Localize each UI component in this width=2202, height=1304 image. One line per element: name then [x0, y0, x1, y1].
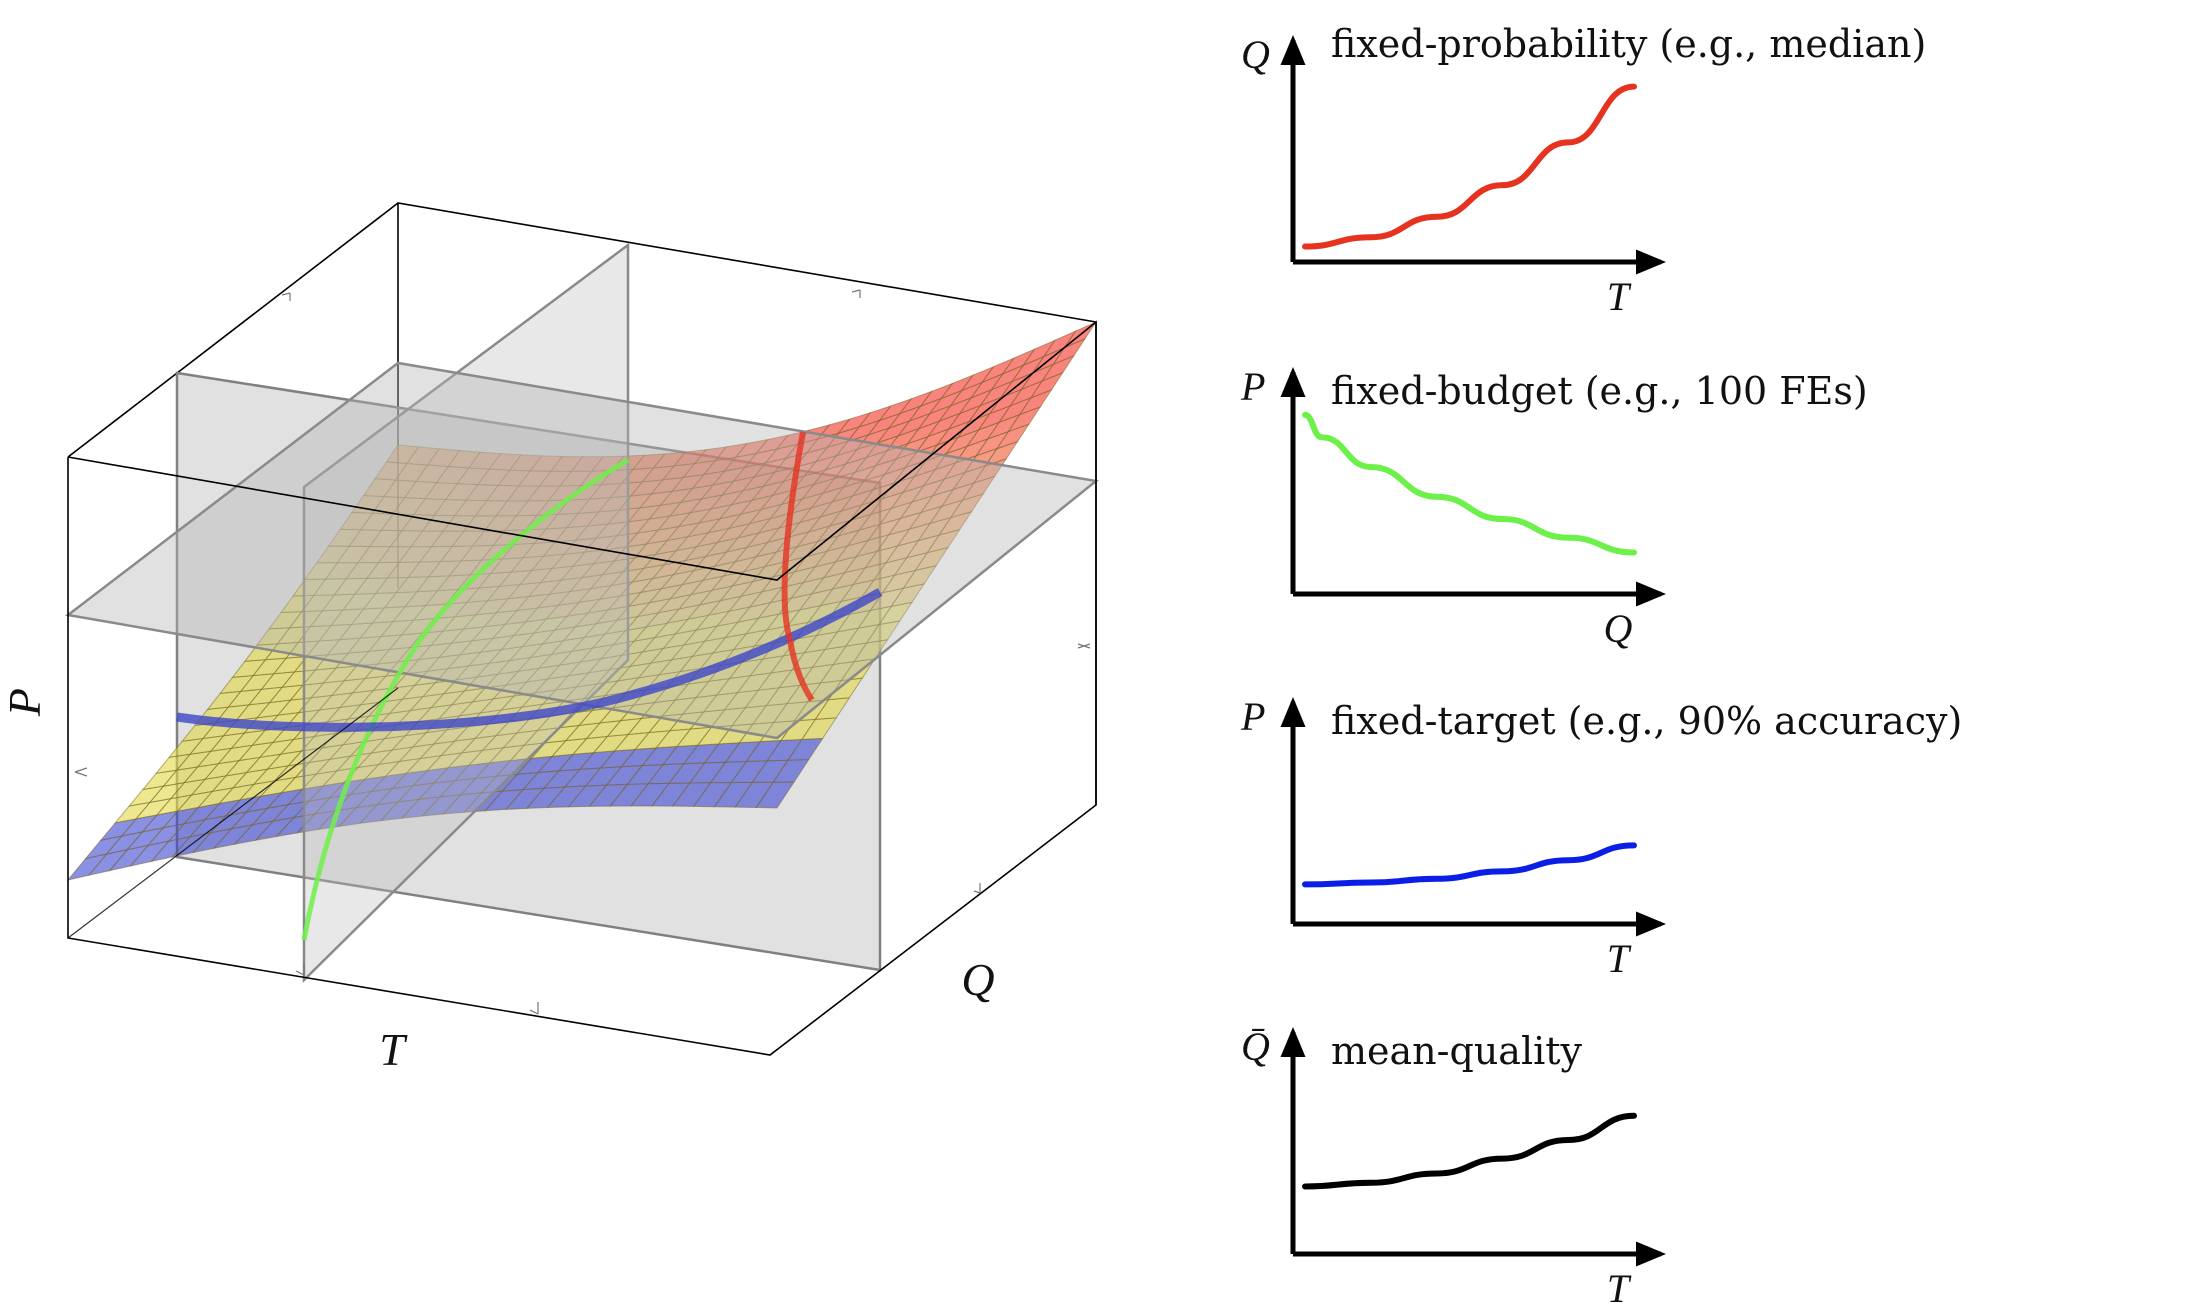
- y-axis-label: P: [1240, 364, 1265, 409]
- x-axis-label: T: [1607, 936, 1632, 981]
- axis-label-p: P: [0, 688, 50, 717]
- y-axis-label: P: [1240, 694, 1265, 739]
- axis-label-t: T: [379, 1024, 408, 1075]
- series-line: [1302, 411, 1637, 556]
- panel-title: mean-quality: [1331, 1029, 1583, 1073]
- axis-label-q: Q: [961, 954, 994, 1005]
- panel-title: fixed-probability (e.g., median): [1331, 22, 1926, 66]
- box-front-edges: [67, 320, 1097, 1056]
- series-line: [1302, 842, 1637, 888]
- curve-fixed-probability-3d: [781, 431, 815, 702]
- fixed-t-plane-face: [302, 242, 630, 983]
- x-axis-label: T: [1607, 274, 1632, 319]
- panel-title: fixed-budget (e.g., 100 FEs): [1331, 369, 1868, 413]
- y-axis-label: Q: [1241, 32, 1270, 77]
- panel-title: fixed-target (e.g., 90% accuracy): [1331, 699, 1962, 743]
- series-line: [1302, 83, 1637, 250]
- curve-fixed-target-3d: [176, 588, 883, 732]
- curve-fixed-budget-3d: [301, 457, 630, 941]
- box-ticks: [74, 289, 1091, 1015]
- x-axis-label: Q: [1604, 606, 1633, 651]
- surface-plot: P T Q: [0, 202, 1099, 1075]
- y-axis-label: Q̄: [1241, 1024, 1270, 1069]
- series-line: [1302, 1112, 1637, 1190]
- x-axis-label: T: [1607, 1266, 1632, 1304]
